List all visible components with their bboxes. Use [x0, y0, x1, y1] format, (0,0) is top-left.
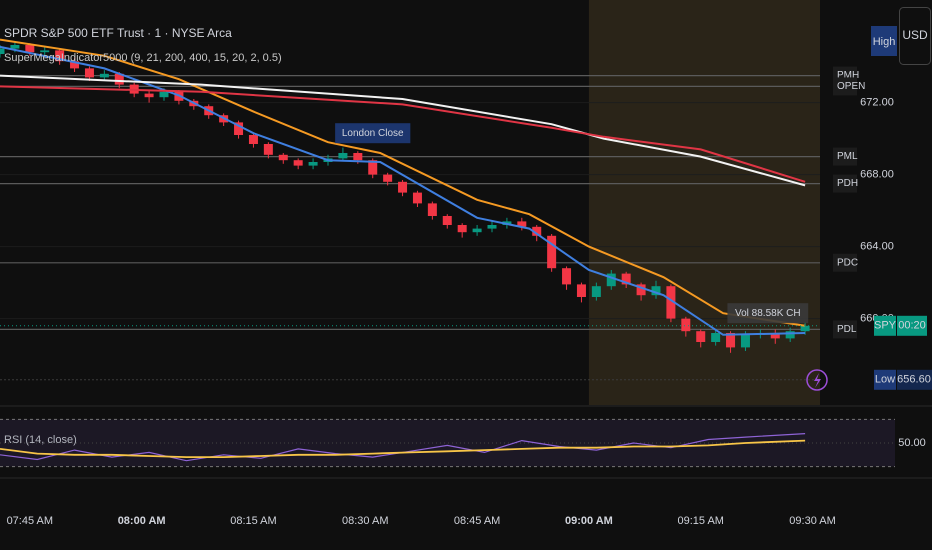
candle-body — [651, 286, 661, 296]
x-tick-label: 08:15 AM — [230, 515, 276, 527]
candle-body — [308, 162, 318, 166]
alert-icon-bolt — [814, 373, 821, 388]
candle-body — [711, 333, 721, 342]
x-tick-label: 08:45 AM — [454, 515, 500, 527]
candle-body — [99, 73, 109, 78]
x-tick-label: 09:15 AM — [677, 515, 723, 527]
candle-body — [666, 286, 676, 319]
x-tick-label: 08:30 AM — [342, 515, 388, 527]
candle-body — [412, 192, 422, 204]
candle-body — [248, 135, 258, 144]
annotation-box — [727, 303, 809, 324]
candle-body — [0, 48, 5, 54]
low-value-box — [897, 369, 932, 390]
candle-body — [740, 334, 750, 348]
x-tick-label: 08:00 AM — [118, 515, 166, 527]
level-label: PMH — [837, 70, 859, 81]
level-label: PDC — [837, 257, 858, 268]
candle-body — [368, 160, 378, 175]
rsi-line — [0, 439, 806, 458]
candle-body — [144, 93, 154, 98]
level-label: OPEN — [837, 81, 865, 92]
session-highlight — [588, 0, 820, 405]
level-label: PDH — [837, 178, 858, 189]
candle-body — [576, 284, 586, 297]
level-label-box — [833, 174, 857, 193]
x-tick-label: 09:30 AM — [789, 515, 835, 527]
candle-body — [25, 45, 35, 53]
level-label: PDL — [837, 324, 857, 335]
candle-body — [696, 331, 706, 342]
candle-body — [636, 284, 646, 296]
high-button-label[interactable]: High — [873, 36, 896, 48]
overlay-line — [0, 85, 806, 183]
candle-body — [234, 122, 244, 135]
currency-button-label[interactable]: USD — [902, 28, 928, 42]
candle-body — [457, 225, 467, 233]
rsi-title: RSI (14, close) — [4, 434, 77, 446]
level-label-box — [833, 253, 857, 272]
candle-body — [442, 216, 452, 225]
candle-body — [800, 325, 810, 332]
low-value-label: 656.60 — [897, 374, 931, 386]
candle-body — [770, 333, 780, 339]
annotation-box — [335, 123, 411, 144]
candle-body — [487, 225, 497, 229]
candle-body — [621, 273, 631, 285]
candle-body — [726, 333, 736, 348]
indicator-label: SuperMegaIndicator5000 (9, 21, 200, 400,… — [4, 52, 282, 64]
candle-body — [278, 154, 288, 161]
high-button[interactable] — [871, 26, 897, 56]
candle-body — [84, 68, 94, 78]
y-tick-label: 668.00 — [860, 169, 894, 181]
chart-title: SPDR S&P 500 ETF Trust · 1 · NYSE Arca — [4, 26, 232, 40]
overlay-line — [0, 38, 806, 327]
candle-body — [383, 174, 393, 182]
rsi-tick-label: 50.00 — [898, 437, 926, 449]
y-tick-label: 672.00 — [860, 97, 894, 109]
candle-body — [785, 331, 795, 339]
candle-body — [293, 160, 303, 166]
candle-body — [40, 50, 50, 53]
candle-body — [398, 181, 408, 193]
candle-body — [517, 221, 527, 227]
x-tick-label: 07:45 AM — [7, 515, 53, 527]
level-label-box — [833, 147, 857, 166]
candle-body — [427, 203, 437, 216]
low-tag-label: Low — [875, 374, 895, 386]
candle-body — [114, 73, 124, 85]
overlay-line — [0, 74, 806, 187]
current-tag-box — [874, 315, 896, 336]
candle-body — [70, 61, 80, 69]
candle-body — [532, 226, 542, 236]
candle-body — [472, 228, 482, 233]
candle-body — [159, 91, 169, 98]
level-label: PML — [837, 151, 858, 162]
candle-body — [263, 144, 273, 155]
currency-button[interactable] — [899, 7, 931, 65]
candle-body — [547, 235, 557, 269]
current-tag-symbol: SPY — [874, 320, 897, 332]
alert-icon[interactable] — [806, 369, 828, 391]
level-label-box — [833, 320, 857, 339]
candle-body — [338, 153, 348, 159]
candle-body — [353, 153, 363, 161]
low-tag-box — [874, 369, 896, 390]
candle-body — [10, 45, 20, 49]
candle-body — [591, 286, 601, 297]
countdown-box — [897, 315, 927, 336]
plot-layer: 660.00664.00668.00672.00PMHOPENPMLPDHPDC… — [0, 0, 932, 527]
candle-body — [606, 273, 616, 287]
level-label-box — [833, 77, 857, 96]
candle-body — [562, 268, 572, 285]
candle-body — [681, 318, 691, 332]
countdown-label: 00:20 — [898, 320, 926, 332]
candle-body — [55, 50, 65, 62]
y-tick-label: 664.00 — [860, 241, 894, 253]
x-tick-label: 09:00 AM — [565, 515, 613, 527]
annotation-label: London Close — [342, 128, 404, 139]
annotation-label: Vol 88.58K CH — [735, 308, 801, 319]
